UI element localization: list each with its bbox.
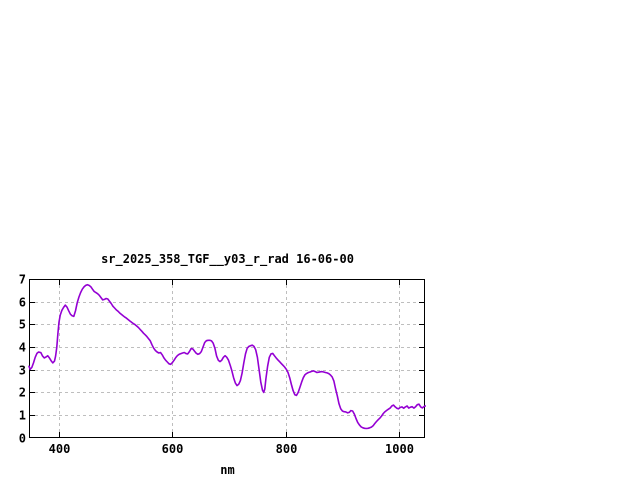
y-tick-label: 2: [19, 386, 26, 400]
y-tick-label: 3: [19, 364, 26, 378]
x-tick-label: 1000: [385, 442, 414, 456]
chart-title: sr_2025_358_TGF__y03_r_rad 16-06-00: [101, 252, 354, 266]
x-axis-label: nm: [220, 463, 235, 477]
y-tick-label: 6: [19, 296, 26, 310]
grid-lines: [29, 279, 426, 438]
y-tick-label: 7: [19, 273, 26, 287]
y-tick-label: 1: [19, 409, 26, 423]
x-tick-label: 600: [162, 442, 184, 456]
y-tick-label: 4: [19, 341, 26, 355]
spectrum-line: [28, 283, 426, 430]
y-tick-label: 0: [19, 432, 26, 446]
x-tick-label: 800: [276, 442, 298, 456]
plot-border: [29, 279, 426, 438]
y-tick-label: 5: [19, 318, 26, 332]
tick-labels: 400 600 800 1000 0 1 2 3 4 5 6 7: [19, 273, 414, 457]
x-tick-label: 400: [49, 442, 71, 456]
